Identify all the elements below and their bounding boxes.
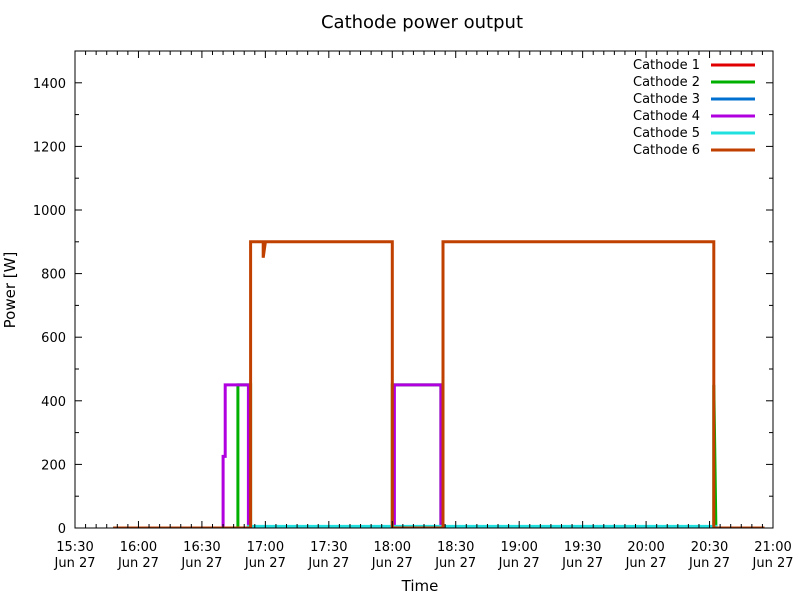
- x-axis-label: Time: [401, 577, 439, 595]
- x-tick-label-time: 16:30: [183, 540, 220, 555]
- series-layer: [113, 240, 765, 528]
- x-tick-label-time: 20:00: [627, 540, 664, 555]
- x-tick-label-time: 20:30: [691, 540, 728, 555]
- x-tick-label-time: 15:30: [56, 540, 93, 555]
- legend-label: Cathode 1: [633, 58, 700, 73]
- y-tick-label: 800: [41, 268, 66, 283]
- legend-label: Cathode 3: [633, 92, 700, 107]
- y-tick-label: 400: [41, 395, 66, 410]
- legend-label: Cathode 2: [633, 75, 700, 90]
- y-tick-label: 1400: [33, 77, 66, 92]
- x-tick-label-date: Jun 27: [498, 556, 540, 571]
- x-tick-label-time: 19:30: [564, 540, 601, 555]
- y-tick-label: 600: [41, 331, 66, 346]
- x-tick-label-date: Jun 27: [371, 556, 413, 571]
- x-tick-label-time: 21:00: [754, 540, 791, 555]
- x-tick-label-date: Jun 27: [625, 556, 667, 571]
- y-tick-label: 1000: [33, 204, 66, 219]
- y-axis-label: Power [W]: [1, 252, 19, 329]
- x-tick-label-date: Jun 27: [561, 556, 603, 571]
- x-tick-label-time: 17:30: [310, 540, 347, 555]
- x-tick-label-time: 17:00: [247, 540, 284, 555]
- x-tick-label-time: 18:30: [437, 540, 474, 555]
- y-tick-label: 0: [58, 522, 66, 537]
- chart-title: Cathode power output: [321, 12, 523, 33]
- x-tick-label-date: Jun 27: [244, 556, 286, 571]
- x-tick-label-time: 19:00: [500, 540, 537, 555]
- x-tick-label-date: Jun 27: [688, 556, 730, 571]
- x-tick-label-date: Jun 27: [307, 556, 349, 571]
- series-line-cathode-4: [113, 383, 765, 528]
- x-tick-label-date: Jun 27: [434, 556, 476, 571]
- y-tick-label: 200: [41, 458, 66, 473]
- legend-label: Cathode 6: [633, 143, 700, 158]
- legend-label: Cathode 4: [633, 109, 700, 124]
- x-tick-label-date: Jun 27: [54, 556, 96, 571]
- x-tick-label-date: Jun 27: [180, 556, 222, 571]
- series-line-cathode-2: [113, 383, 765, 528]
- x-tick-label-time: 18:00: [374, 540, 411, 555]
- x-tick-label-time: 16:00: [120, 540, 157, 555]
- x-tick-label-date: Jun 27: [117, 556, 159, 571]
- series-line-cathode-6: [113, 240, 765, 528]
- x-tick-label-date: Jun 27: [752, 556, 794, 571]
- legend-label: Cathode 5: [633, 126, 700, 141]
- legend: Cathode 1 Cathode 2 Cathode 3 Cathode 4 Cath…: [633, 58, 755, 158]
- y-tick-label: 1200: [33, 140, 66, 155]
- series-line-cathode-5: [113, 524, 765, 528]
